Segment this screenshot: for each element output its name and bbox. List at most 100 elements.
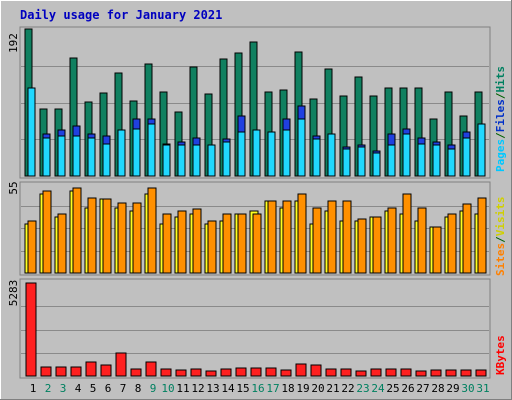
bar-kbytes-day-27 bbox=[415, 370, 427, 377]
bar-pages-day-27 bbox=[417, 143, 426, 177]
bar-pages-day-4 bbox=[72, 135, 81, 177]
bar-pages-day-30 bbox=[462, 137, 471, 177]
bar-pages-day-2 bbox=[42, 137, 51, 177]
legend-pages: Pages bbox=[494, 139, 507, 172]
bar-pages-day-6 bbox=[102, 143, 111, 177]
bar-kbytes-day-4 bbox=[70, 366, 82, 377]
bar-pages-day-1 bbox=[27, 87, 36, 177]
legend-hits-panel: Pages/Files/Hits bbox=[494, 66, 507, 172]
legend-files: Files bbox=[494, 99, 507, 132]
ymax-label-kbytes: 5283 bbox=[7, 280, 20, 307]
ymax-label-hits: 192 bbox=[7, 33, 20, 53]
bar-kbytes-day-6 bbox=[100, 364, 112, 377]
bar-sites-day-11 bbox=[177, 210, 187, 274]
bar-pages-day-14 bbox=[222, 141, 231, 177]
x-tick-label: 27 bbox=[416, 382, 429, 395]
bar-kbytes-day-30 bbox=[460, 369, 472, 377]
x-tick-label: 25 bbox=[386, 382, 399, 395]
bar-sites-day-26 bbox=[402, 193, 412, 274]
bar-pages-day-23 bbox=[357, 146, 366, 177]
bar-sites-day-13 bbox=[207, 220, 217, 274]
x-tick-label: 30 bbox=[461, 382, 474, 395]
bar-pages-day-25 bbox=[387, 144, 396, 177]
bar-kbytes-day-19 bbox=[295, 363, 307, 377]
bar-sites-day-17 bbox=[267, 200, 277, 274]
x-tick-label: 11 bbox=[176, 382, 189, 395]
bar-sites-day-8 bbox=[132, 202, 142, 274]
bar-sites-day-6 bbox=[102, 198, 112, 274]
bar-pages-day-21 bbox=[327, 133, 336, 177]
bar-pages-day-11 bbox=[177, 144, 186, 177]
x-tick-label: 18 bbox=[281, 382, 294, 395]
bar-kbytes-day-2 bbox=[40, 366, 52, 377]
x-tick-label: 29 bbox=[446, 382, 459, 395]
bar-pages-day-18 bbox=[282, 129, 291, 177]
bar-sites-day-5 bbox=[87, 197, 97, 274]
bar-sites-day-15 bbox=[237, 213, 247, 274]
x-tick-label: 8 bbox=[135, 382, 142, 395]
bar-pages-day-15 bbox=[237, 131, 246, 177]
bar-pages-day-31 bbox=[477, 123, 486, 177]
legend-sites: Sites bbox=[494, 243, 507, 276]
bar-kbytes-day-25 bbox=[385, 368, 397, 377]
bar-kbytes-day-24 bbox=[370, 368, 382, 377]
bar-kbytes-day-28 bbox=[430, 369, 442, 377]
panel-kbytes bbox=[19, 278, 491, 379]
bar-kbytes-day-10 bbox=[160, 368, 172, 377]
bar-sites-day-18 bbox=[282, 200, 292, 274]
bar-sites-day-4 bbox=[72, 187, 82, 274]
bar-sites-day-12 bbox=[192, 208, 202, 274]
bar-sites-day-19 bbox=[297, 193, 307, 274]
bar-sites-day-22 bbox=[342, 200, 352, 274]
bar-kbytes-day-12 bbox=[190, 368, 202, 377]
bar-kbytes-day-16 bbox=[250, 367, 262, 377]
bar-sites-day-29 bbox=[447, 213, 457, 274]
x-tick-label: 26 bbox=[401, 382, 414, 395]
bar-sites-day-31 bbox=[477, 197, 487, 274]
x-tick-label: 24 bbox=[371, 382, 385, 395]
bar-pages-day-29 bbox=[447, 148, 456, 177]
bar-sites-day-25 bbox=[387, 207, 397, 274]
bar-pages-day-9 bbox=[147, 123, 156, 177]
bar-kbytes-day-14 bbox=[220, 368, 232, 377]
bar-sites-day-21 bbox=[327, 200, 337, 274]
bar-sites-day-27 bbox=[417, 207, 427, 274]
bar-kbytes-day-7 bbox=[115, 352, 127, 377]
legend-visits: Visits bbox=[494, 197, 507, 237]
bar-sites-day-14 bbox=[222, 213, 232, 274]
x-tick-label: 1 bbox=[30, 382, 37, 395]
bar-kbytes-day-23 bbox=[355, 370, 367, 377]
bar-pages-day-5 bbox=[87, 137, 96, 177]
ymax-label-visits: 55 bbox=[7, 181, 20, 194]
x-tick-label: 17 bbox=[266, 382, 279, 395]
bar-sites-day-23 bbox=[357, 218, 367, 274]
bar-kbytes-day-5 bbox=[85, 361, 97, 377]
bar-kbytes-day-18 bbox=[280, 369, 292, 377]
bar-pages-day-19 bbox=[297, 118, 306, 177]
bar-sites-day-2 bbox=[42, 190, 52, 274]
x-tick-label: 7 bbox=[120, 382, 127, 395]
x-tick-label: 28 bbox=[431, 382, 444, 395]
bar-kbytes-day-9 bbox=[145, 361, 157, 377]
bar-kbytes-day-29 bbox=[445, 369, 457, 377]
x-tick-label: 12 bbox=[191, 382, 204, 395]
bar-sites-day-28 bbox=[432, 226, 442, 274]
x-tick-label: 2 bbox=[45, 382, 52, 395]
x-tick-label: 4 bbox=[75, 382, 82, 395]
bar-kbytes-day-3 bbox=[55, 366, 67, 377]
x-tick-label: 23 bbox=[356, 382, 369, 395]
x-tick-label: 13 bbox=[206, 382, 219, 395]
x-tick-label: 9 bbox=[150, 382, 157, 395]
x-tick-label: 20 bbox=[311, 382, 324, 395]
legend-sep-1: / bbox=[494, 132, 507, 139]
legend-sep-3: / bbox=[494, 236, 507, 243]
legend-visits-panel: Sites/Visits bbox=[494, 197, 507, 277]
x-tick-label: 6 bbox=[105, 382, 112, 395]
x-tick-label: 22 bbox=[341, 382, 354, 395]
bar-pages-day-3 bbox=[57, 135, 66, 177]
bar-kbytes-day-17 bbox=[265, 367, 277, 377]
bar-kbytes-day-20 bbox=[310, 364, 322, 377]
bar-pages-day-17 bbox=[267, 131, 276, 177]
x-tick-label: 19 bbox=[296, 382, 309, 395]
bar-sites-day-10 bbox=[162, 213, 172, 274]
